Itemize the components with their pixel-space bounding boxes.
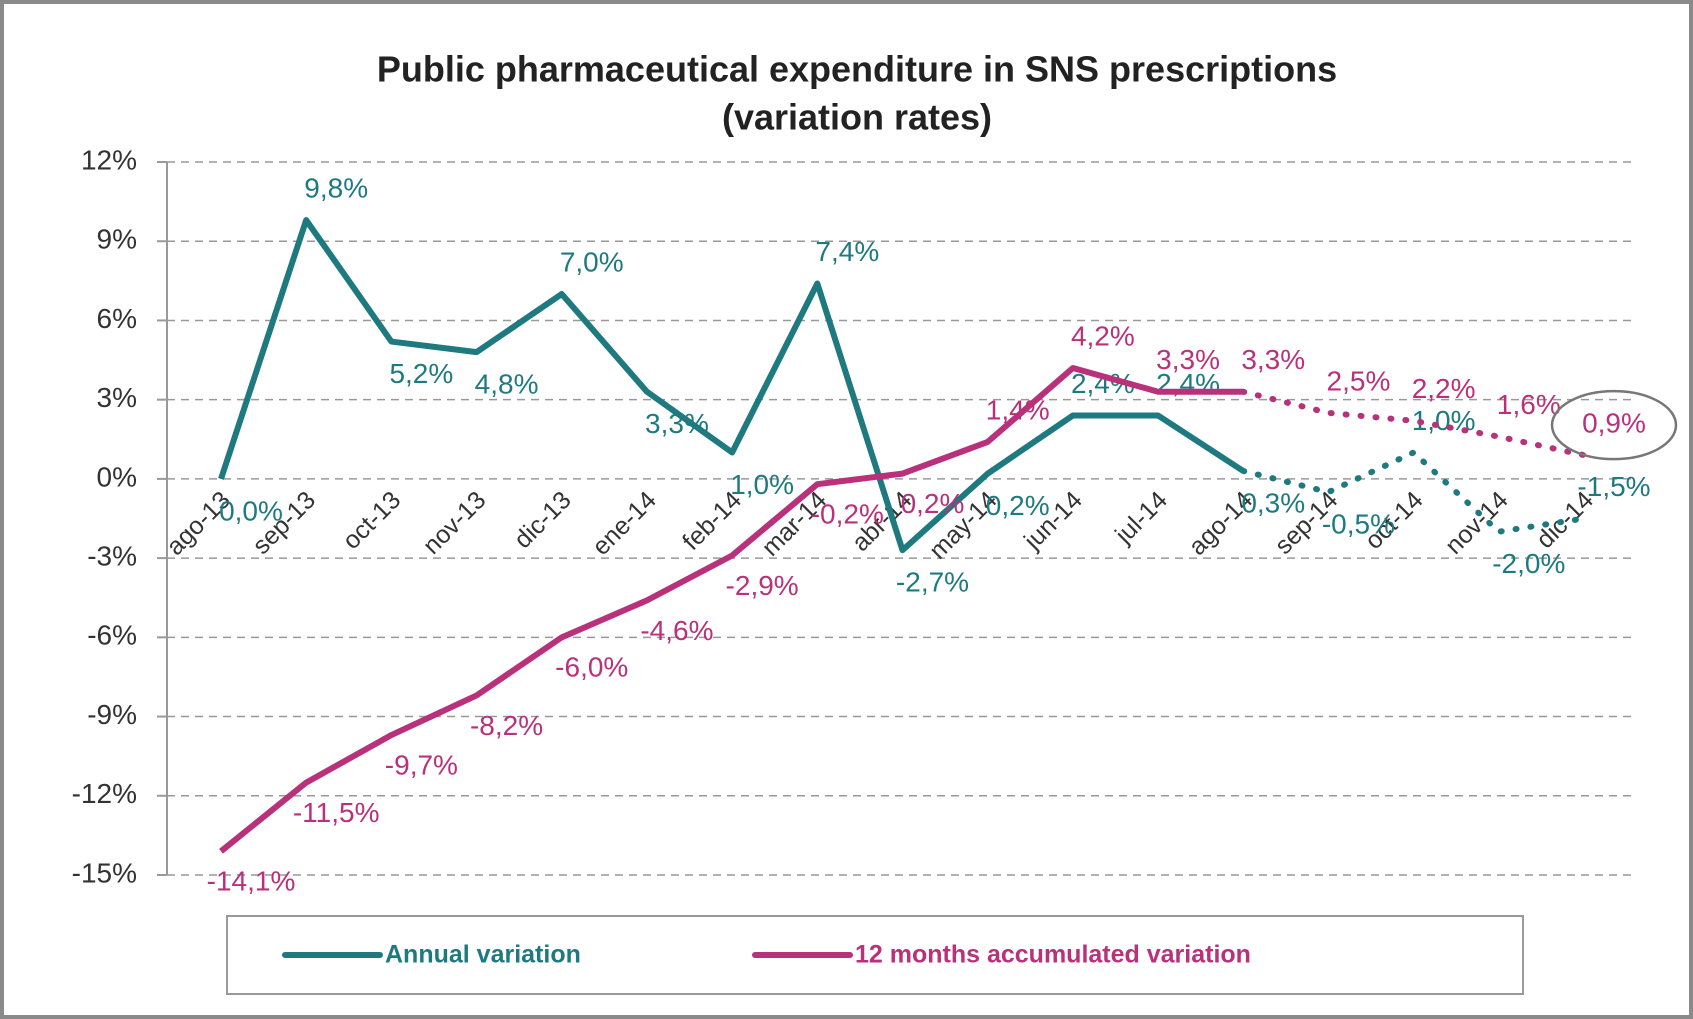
- data-label: 1,6%: [1497, 389, 1561, 420]
- y-tick-label: 0%: [97, 461, 137, 492]
- line-series: [219, 364, 1244, 854]
- y-tick-label: -12%: [72, 778, 137, 809]
- data-label: 9,8%: [304, 172, 368, 203]
- y-tick-label: 6%: [97, 303, 137, 334]
- data-label: 0,0%: [219, 495, 283, 526]
- data-label: -0,2%: [811, 499, 884, 530]
- data-label: 2,2%: [1412, 373, 1476, 404]
- line-series-projected: [1240, 449, 1587, 535]
- data-label: 0,3%: [1241, 487, 1305, 518]
- data-label: 3,3%: [1241, 344, 1305, 375]
- y-tick-label: -15%: [72, 857, 137, 888]
- data-label: 3,3%: [645, 408, 709, 439]
- data-label: -9,7%: [385, 749, 458, 780]
- data-label: -0,5%: [1322, 508, 1395, 539]
- data-label: 0,9%: [1582, 408, 1646, 439]
- data-label: -2,0%: [1492, 548, 1565, 579]
- y-tick-label: 12%: [81, 144, 137, 175]
- chart-subtitle: (variation rates): [722, 97, 992, 138]
- y-tick-label: -6%: [87, 620, 137, 651]
- data-label: 1,4%: [986, 394, 1050, 425]
- y-tick-label: -9%: [87, 699, 137, 730]
- highlight-circle: [1550, 389, 1678, 461]
- data-label: 0,2%: [901, 488, 965, 519]
- data-label: 7,0%: [560, 246, 624, 277]
- data-label: 1,0%: [730, 469, 794, 500]
- data-label: -1,5%: [1577, 471, 1650, 502]
- legend-label: Annual variation: [385, 941, 581, 969]
- data-label: -4,6%: [640, 615, 713, 646]
- data-label: -6,0%: [555, 652, 628, 683]
- data-label: -2,7%: [896, 567, 969, 598]
- line-series-projected: [1240, 388, 1587, 459]
- line-series: [218, 217, 1245, 554]
- legend-box: [226, 915, 1524, 995]
- y-tick-label: 3%: [97, 382, 137, 413]
- data-label: 0,2%: [986, 490, 1050, 521]
- data-label: 3,3%: [1156, 344, 1220, 375]
- data-label: -2,9%: [726, 570, 799, 601]
- data-label: -11,5%: [293, 797, 380, 828]
- y-tick-label: -3%: [87, 541, 137, 572]
- chart-title: Public pharmaceutical expenditure in SNS…: [377, 49, 1337, 90]
- data-label: 7,4%: [815, 236, 879, 267]
- data-label: 5,2%: [389, 358, 453, 389]
- data-label: 4,8%: [475, 369, 539, 400]
- data-label: -8,2%: [470, 710, 543, 741]
- y-tick-label: 9%: [97, 224, 137, 255]
- legend-label: 12 months accumulated variation: [855, 941, 1251, 969]
- data-label: -14,1%: [207, 866, 296, 897]
- data-label: 4,2%: [1071, 320, 1135, 351]
- data-label: 2,5%: [1327, 365, 1391, 396]
